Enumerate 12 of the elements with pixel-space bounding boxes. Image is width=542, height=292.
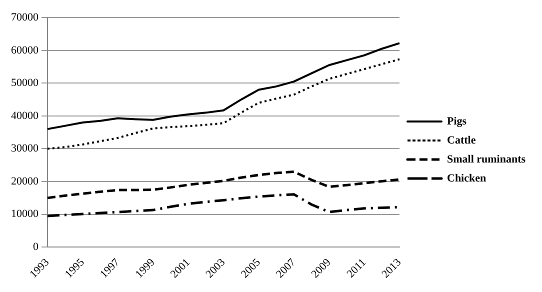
y-tick-label: 50000 [11,77,39,90]
legend-label: Chicken [447,172,486,184]
legend-label: Pigs [447,115,468,128]
y-tick-label: 0 [33,241,39,253]
y-tick-label: 20000 [11,175,39,188]
legend-label: Cattle [447,134,476,146]
y-tick-label: 40000 [11,110,39,122]
y-tick-label: 70000 [11,11,39,24]
y-tick-label: 10000 [11,208,39,220]
legend-label: Small ruminants [447,153,526,166]
y-tick-label: 60000 [11,44,39,56]
y-tick-label: 30000 [11,142,39,155]
